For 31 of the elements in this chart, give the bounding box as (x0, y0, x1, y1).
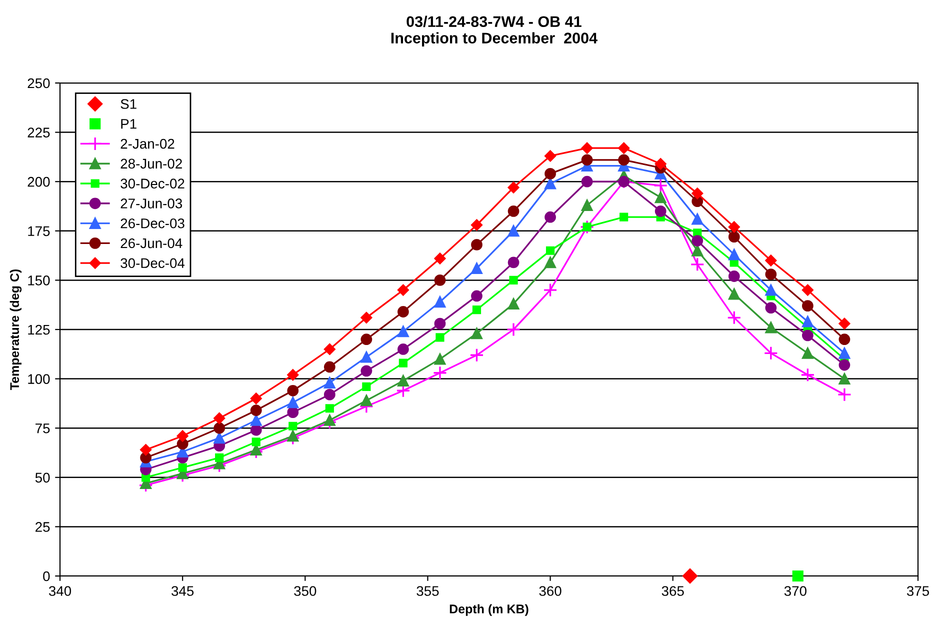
legend-label: 26-Jun-04 (120, 238, 182, 248)
y-tick-label: 50 (35, 472, 50, 483)
y-tick-label: 225 (28, 128, 50, 138)
y-tick-label: 25 (36, 522, 50, 532)
y-tick-label: 200 (28, 176, 50, 187)
x-tick-label: 355 (416, 586, 439, 596)
y-tick-label: 100 (28, 374, 50, 384)
legend-label: S1 (120, 99, 136, 109)
x-tick-label: 375 (906, 586, 930, 596)
legend-label: 30-Dec-04 (120, 258, 185, 268)
y-tick-label: 125 (28, 324, 50, 335)
x-tick-label: 345 (172, 586, 194, 596)
y-axis-title: Temperature (deg C) (10, 269, 22, 390)
legend-label: 26-Dec-03 (120, 218, 184, 228)
x-tick-label: 360 (539, 586, 562, 596)
x-tick-label: 340 (48, 586, 72, 596)
y-tick-label: 75 (36, 424, 50, 434)
legend-label: 28-Jun-02 (120, 158, 182, 169)
y-tick-label: 0 (43, 571, 50, 582)
chart-title: 03/11-24-83-7W4 - OB 41 Inception to December 2004 (391, 16, 598, 46)
y-tick-label: 175 (28, 226, 50, 236)
y-tick-label: 150 (28, 276, 50, 286)
legend-label: 27-Jun-03 (120, 198, 182, 208)
x-tick-label: 365 (662, 586, 684, 596)
x-tick-label: 350 (294, 586, 316, 596)
x-tick-label: 370 (784, 586, 806, 596)
legend-label: 30-Dec-02 (120, 178, 184, 188)
legend-label: 2-Jan-02 (120, 138, 174, 149)
x-axis-title: Depth (m KB) (450, 604, 528, 616)
legend-label: P1 (121, 119, 136, 129)
y-tick-label: 250 (28, 78, 50, 88)
